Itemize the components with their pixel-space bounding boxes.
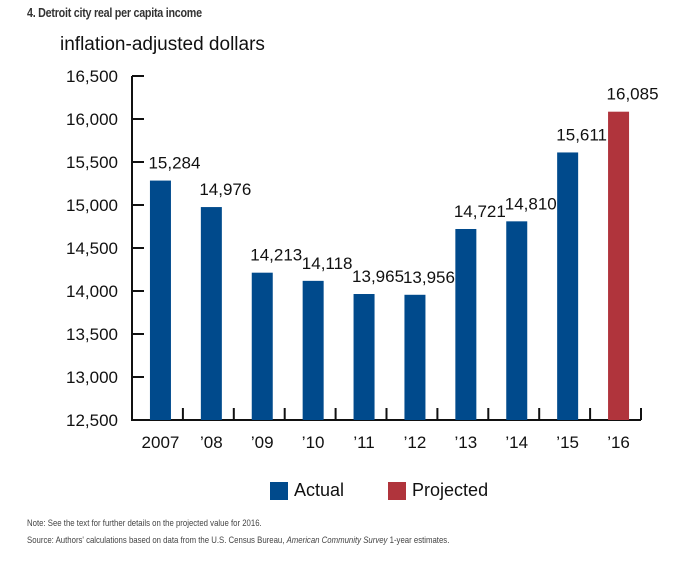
- axes: 12,500 13,000 13,500 14,000 14,500 15,000 15,5…: [66, 67, 642, 452]
- data-label: 14,721: [454, 202, 506, 221]
- bar-15: [557, 152, 579, 421]
- bar-09: [251, 272, 273, 420]
- y-tick-label: 13,000: [66, 368, 118, 387]
- legend-item-actual: Actual: [270, 480, 344, 501]
- legend-item-projected: Projected: [388, 480, 488, 501]
- bar-11: [353, 294, 375, 420]
- y-tick-label: 15,000: [66, 196, 118, 215]
- legend-label-projected: Projected: [412, 480, 489, 500]
- y-tick-label: 13,500: [66, 325, 118, 344]
- data-label: 16,085: [607, 85, 659, 104]
- x-tick-label: ’10: [302, 433, 325, 452]
- x-tick-label: ’08: [200, 433, 223, 452]
- bar-10: [302, 280, 324, 420]
- bar-chart: 12,500 13,000 13,500 14,000 14,500 15,000 15,5…: [66, 67, 659, 452]
- bar-13: [455, 228, 477, 420]
- bar-16: [608, 111, 630, 420]
- x-tick-label: ’15: [556, 433, 579, 452]
- bars: [149, 111, 630, 421]
- x-tick-label: ’09: [251, 433, 274, 452]
- y-tick-label: 15,500: [66, 153, 118, 172]
- chart-source: Source: Authors' calculations based on d…: [27, 535, 449, 546]
- data-label: 15,284: [148, 154, 200, 173]
- y-tick-label: 12,500: [66, 411, 118, 430]
- x-tick-label: ’11: [353, 433, 374, 452]
- legend-swatch-actual: [270, 481, 288, 500]
- y-tick-label: 14,000: [66, 282, 118, 301]
- figure-title: 4. Detroit city real per capita income: [27, 6, 202, 20]
- data-label: 13,956: [403, 268, 455, 287]
- data-label: 15,611: [556, 125, 607, 144]
- source-italic: American Community Survey: [286, 535, 388, 546]
- y-tick-label: 16,000: [66, 110, 118, 129]
- data-label: 13,965: [352, 267, 404, 286]
- y-tick-label: 14,500: [66, 239, 118, 258]
- x-tick-label: ’13: [455, 433, 478, 452]
- source-prefix: Source: Authors' calculations based on d…: [27, 535, 287, 546]
- y-tick-label: 16,500: [66, 67, 118, 86]
- x-tick-label: ’16: [607, 433, 630, 452]
- bar-12: [404, 294, 426, 420]
- data-label: 14,213: [250, 246, 302, 265]
- x-tick-label: 2007: [142, 433, 180, 452]
- legend: Actual Projected: [270, 480, 488, 501]
- y-axis-units-label: inflation-adjusted dollars: [60, 34, 265, 55]
- x-tick-label: ’12: [404, 433, 427, 452]
- bar-14: [506, 221, 528, 420]
- data-label: 14,810: [505, 194, 557, 213]
- bar-2007: [149, 180, 171, 420]
- bar-08: [200, 207, 222, 420]
- x-tick-label: ’14: [505, 433, 528, 452]
- legend-swatch-projected: [388, 481, 407, 500]
- legend-label-actual: Actual: [294, 480, 345, 500]
- chart-note: Note: See the text for further details o…: [27, 518, 262, 529]
- data-label: 14,118: [302, 254, 353, 273]
- data-label: 14,976: [199, 180, 251, 199]
- source-suffix: 1-year estimates.: [387, 535, 450, 546]
